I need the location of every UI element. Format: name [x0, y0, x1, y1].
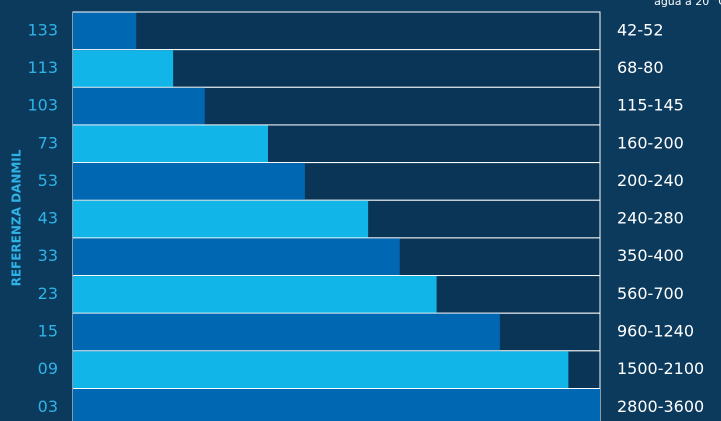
range-label: 2800-3600	[617, 397, 704, 416]
range-label: 1500-2100	[617, 359, 704, 378]
category-label: 73	[38, 133, 58, 152]
range-label: 160-200	[617, 133, 684, 152]
bar	[73, 200, 369, 239]
bar	[73, 351, 569, 389]
bar	[73, 50, 174, 88]
bar	[73, 313, 500, 352]
bar	[73, 238, 400, 277]
bar	[73, 87, 205, 126]
range-label: 68-80	[617, 58, 664, 77]
y-axis-label: REFERENZA DANMIL	[10, 149, 24, 286]
category-label: 53	[38, 171, 58, 190]
range-label: 200-240	[617, 171, 684, 190]
category-label: 09	[38, 359, 58, 378]
range-label: 42-52	[617, 20, 664, 39]
range-label: 350-400	[617, 246, 684, 265]
bar-track	[72, 11, 601, 51]
bar	[73, 125, 268, 164]
bar	[73, 389, 600, 421]
category-label: 133	[27, 20, 58, 39]
range-label: 240-280	[617, 209, 684, 228]
category-label: 103	[27, 96, 58, 115]
range-label: 560-700	[617, 284, 684, 303]
category-label: 23	[38, 284, 58, 303]
range-label: 960-1240	[617, 322, 694, 341]
category-label: 33	[38, 246, 58, 265]
range-label: 115-145	[617, 96, 684, 115]
category-label: 113	[27, 58, 58, 77]
category-label: 43	[38, 209, 58, 228]
note: agua a 20 °C	[654, 0, 721, 8]
bar	[73, 12, 137, 51]
category-label: 15	[38, 322, 58, 341]
category-label: 03	[38, 397, 58, 416]
bar	[73, 276, 437, 314]
bar	[73, 163, 305, 201]
